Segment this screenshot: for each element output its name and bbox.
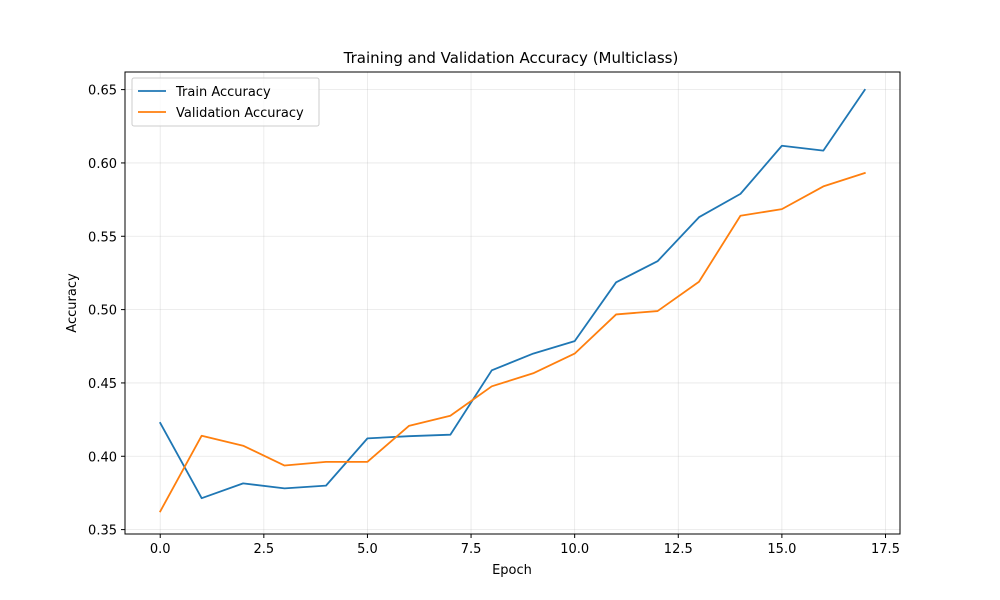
legend-box (131, 77, 320, 127)
plot-frame (124, 71, 901, 535)
plot-area (124, 71, 901, 535)
x-tick-label: 15.0 (767, 542, 796, 557)
y-tick-label: 0.35 (88, 524, 117, 539)
grid-layer (125, 72, 900, 534)
x-tick-label: 2.5 (253, 542, 274, 557)
x-tick-label: 10.0 (560, 542, 589, 557)
x-axis-label: Epoch (492, 563, 532, 578)
series-line-validation-accuracy (159, 171, 866, 513)
x-tick-label: 17.5 (871, 542, 900, 557)
x-tick-label: 0.0 (150, 542, 171, 557)
y-tick-label: 0.65 (88, 84, 117, 99)
y-tick-label: 0.40 (88, 450, 117, 465)
plot-background (125, 72, 900, 534)
y-tick-label: 0.50 (88, 304, 117, 319)
x-tick-label: 12.5 (664, 542, 693, 557)
series-layer (159, 88, 867, 513)
legend: Train Accuracy Validation Accuracy (131, 77, 320, 127)
y-tick-label: 0.55 (88, 230, 117, 245)
y-tick-label: 0.60 (88, 157, 117, 172)
legend-label: Train Accuracy (175, 85, 271, 100)
y-axis: 0.35 0.40 0.45 0.50 0.55 0.60 0.65 (88, 84, 125, 539)
x-axis: 0.0 2.5 5.0 7.5 10.0 12.5 15.0 17.5 (150, 534, 900, 557)
y-axis-label: Accuracy (65, 273, 80, 333)
chart-title: Training and Validation Accuracy (Multic… (343, 49, 679, 67)
legend-label: Validation Accuracy (176, 106, 304, 121)
x-tick-label: 5.0 (357, 542, 378, 557)
x-tick-label: 7.5 (461, 542, 482, 557)
y-tick-label: 0.45 (88, 377, 117, 392)
series-line-train-accuracy (159, 88, 867, 500)
